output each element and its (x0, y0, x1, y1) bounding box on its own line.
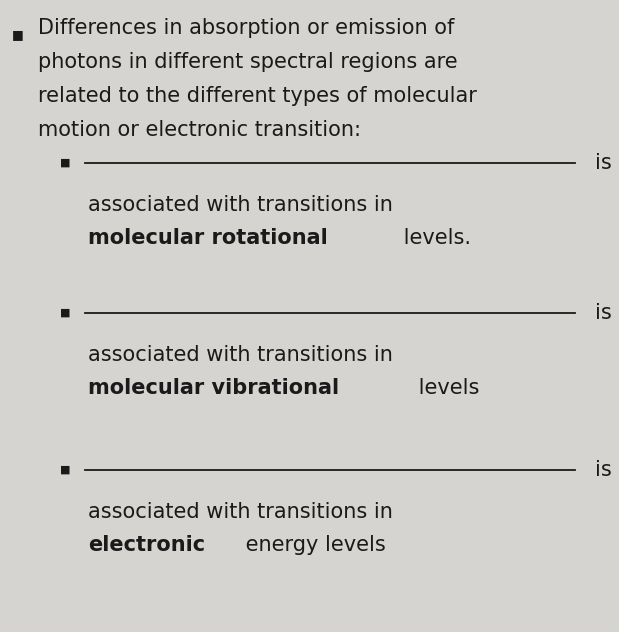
Text: is: is (595, 460, 612, 480)
Text: levels: levels (412, 378, 479, 398)
Text: motion or electronic transition:: motion or electronic transition: (38, 120, 361, 140)
Text: is: is (595, 303, 612, 323)
Text: associated with transitions in: associated with transitions in (88, 345, 393, 365)
Text: energy levels: energy levels (239, 535, 386, 555)
Text: associated with transitions in: associated with transitions in (88, 195, 393, 215)
Text: related to the different types of molecular: related to the different types of molecu… (38, 86, 477, 106)
Text: molecular rotational: molecular rotational (88, 228, 327, 248)
Text: ■: ■ (12, 28, 24, 41)
Text: ■: ■ (60, 465, 71, 475)
Text: ■: ■ (60, 308, 71, 318)
Text: ■: ■ (60, 158, 71, 168)
Text: Differences in absorption or emission of: Differences in absorption or emission of (38, 18, 454, 38)
Text: molecular vibrational: molecular vibrational (88, 378, 339, 398)
Text: levels.: levels. (397, 228, 471, 248)
Text: photons in different spectral regions are: photons in different spectral regions ar… (38, 52, 457, 72)
Text: is: is (595, 153, 612, 173)
Text: electronic: electronic (88, 535, 205, 555)
Text: associated with transitions in: associated with transitions in (88, 502, 393, 522)
